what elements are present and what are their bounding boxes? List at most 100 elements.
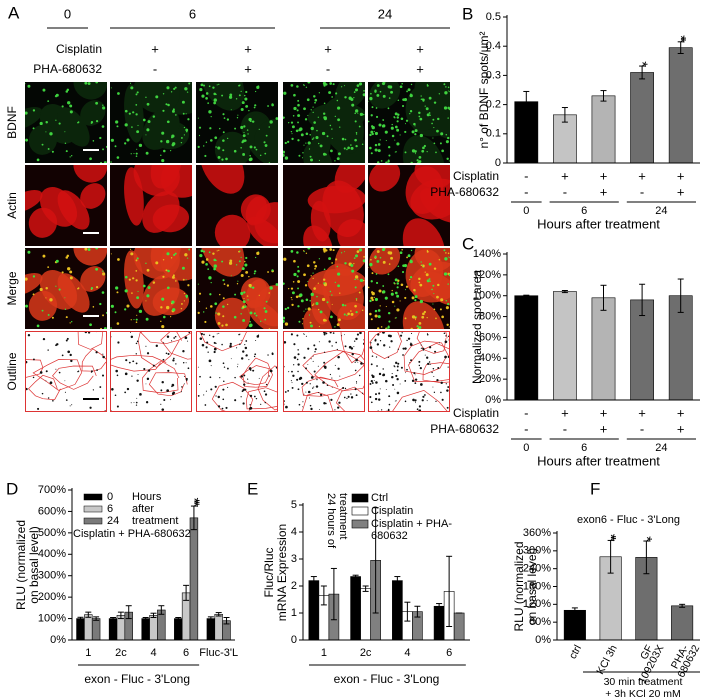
outline-spot	[297, 363, 300, 366]
merge-spot	[240, 256, 242, 258]
bdnf-spot	[163, 149, 166, 153]
merge-spot	[45, 297, 47, 299]
merge-spot	[433, 292, 435, 295]
outline-spot	[162, 358, 165, 361]
bdnf-spot	[115, 120, 119, 124]
merge-spot	[317, 282, 319, 284]
bdnf-spot	[213, 92, 216, 96]
merge-spot	[379, 305, 381, 307]
bdnf-spot	[313, 121, 316, 124]
bdnf-spot	[152, 115, 156, 118]
merge-spot	[298, 320, 301, 323]
outline-spot	[55, 368, 57, 370]
bdnf-spot	[396, 128, 400, 132]
merge-spot	[310, 292, 314, 297]
outline-spot	[297, 353, 300, 356]
bdnf-spot	[255, 148, 258, 151]
legend-box: Ctrl	[371, 492, 388, 504]
outline-spot	[69, 353, 72, 357]
outline-spot	[188, 331, 191, 334]
outline-spot	[297, 349, 299, 351]
merge-spot	[414, 319, 417, 321]
outline-spot	[443, 332, 446, 335]
merge-spot	[186, 257, 189, 259]
outline-spot	[423, 394, 426, 396]
bar	[392, 580, 403, 641]
bdnf-spot	[184, 87, 188, 91]
outline-spot	[424, 354, 426, 356]
bdnf-spot	[413, 122, 416, 126]
merge-spot	[230, 275, 232, 277]
merge-spot	[437, 283, 440, 287]
merge-spot	[310, 275, 312, 277]
bdnf-spot	[145, 151, 149, 155]
merge-spot	[335, 258, 338, 261]
merge-spot	[297, 305, 300, 308]
outline-spot	[432, 386, 434, 388]
bdnf-spot	[142, 118, 146, 122]
outline-spot	[448, 339, 449, 341]
bdnf-spot	[291, 125, 295, 129]
merge-spot	[124, 275, 128, 279]
bdnf-spot	[371, 126, 375, 130]
bdnf-spot	[323, 84, 326, 87]
y-tick-label: 0.3	[486, 69, 501, 81]
merge-spot	[316, 295, 318, 298]
merge-spot	[185, 279, 187, 281]
bdnf-spot	[95, 101, 99, 105]
bdnf-spot	[213, 101, 217, 105]
merge-spot	[359, 278, 364, 283]
outline-spot	[223, 380, 225, 383]
bdnf-spot	[174, 86, 177, 89]
condition-name: Cisplatin	[56, 42, 102, 56]
merge-spot	[432, 284, 435, 287]
outline-spot	[240, 339, 242, 341]
panel-letter: E	[247, 479, 258, 498]
bdnf-spot	[284, 141, 287, 145]
bdnf-spot	[105, 145, 107, 148]
merge-spot	[287, 306, 290, 309]
outline-spot	[369, 396, 372, 399]
bdnf-spot	[449, 90, 450, 93]
bdnf-spot	[223, 117, 226, 120]
y-tick-label: 0%	[535, 634, 551, 646]
cell-body	[402, 218, 445, 246]
x-tick-label: 6	[183, 647, 189, 659]
merge-spot	[225, 323, 228, 327]
merge-spot	[247, 299, 249, 301]
merge-spot	[312, 303, 315, 305]
bdnf-spot	[132, 111, 135, 114]
bdnf-spot	[167, 103, 170, 107]
merge-spot	[240, 291, 244, 295]
outline-spot	[167, 369, 170, 372]
merge-spot	[245, 270, 249, 274]
condition-sign: +	[151, 41, 159, 56]
bdnf-spot	[361, 143, 364, 146]
outline-spot	[290, 380, 292, 382]
outline-spot	[335, 341, 338, 344]
cell-outline	[148, 372, 188, 397]
bdnf-spot	[332, 83, 335, 86]
merge-spot	[350, 310, 352, 312]
outline-spot	[227, 386, 229, 388]
bdnf-spot	[354, 138, 357, 142]
outline-spot	[209, 376, 212, 379]
merge-spot	[210, 305, 213, 308]
bdnf-spot	[145, 134, 147, 136]
merge-spot	[443, 272, 448, 276]
outline-spot	[245, 354, 248, 357]
merge-spot	[387, 311, 391, 315]
cell-body	[254, 285, 278, 327]
bdnf-spot	[312, 111, 314, 114]
bdnf-spot	[291, 137, 294, 141]
outline-spot	[422, 347, 425, 350]
merge-spot	[183, 300, 185, 302]
merge-spot	[129, 248, 132, 250]
merge-spot	[355, 297, 358, 300]
cell-body	[25, 189, 43, 213]
merge-spot	[354, 278, 356, 281]
bdnf-spot	[424, 105, 426, 107]
outline-spot	[45, 380, 47, 382]
merge-spot	[426, 249, 428, 252]
merge-spot	[135, 269, 138, 272]
